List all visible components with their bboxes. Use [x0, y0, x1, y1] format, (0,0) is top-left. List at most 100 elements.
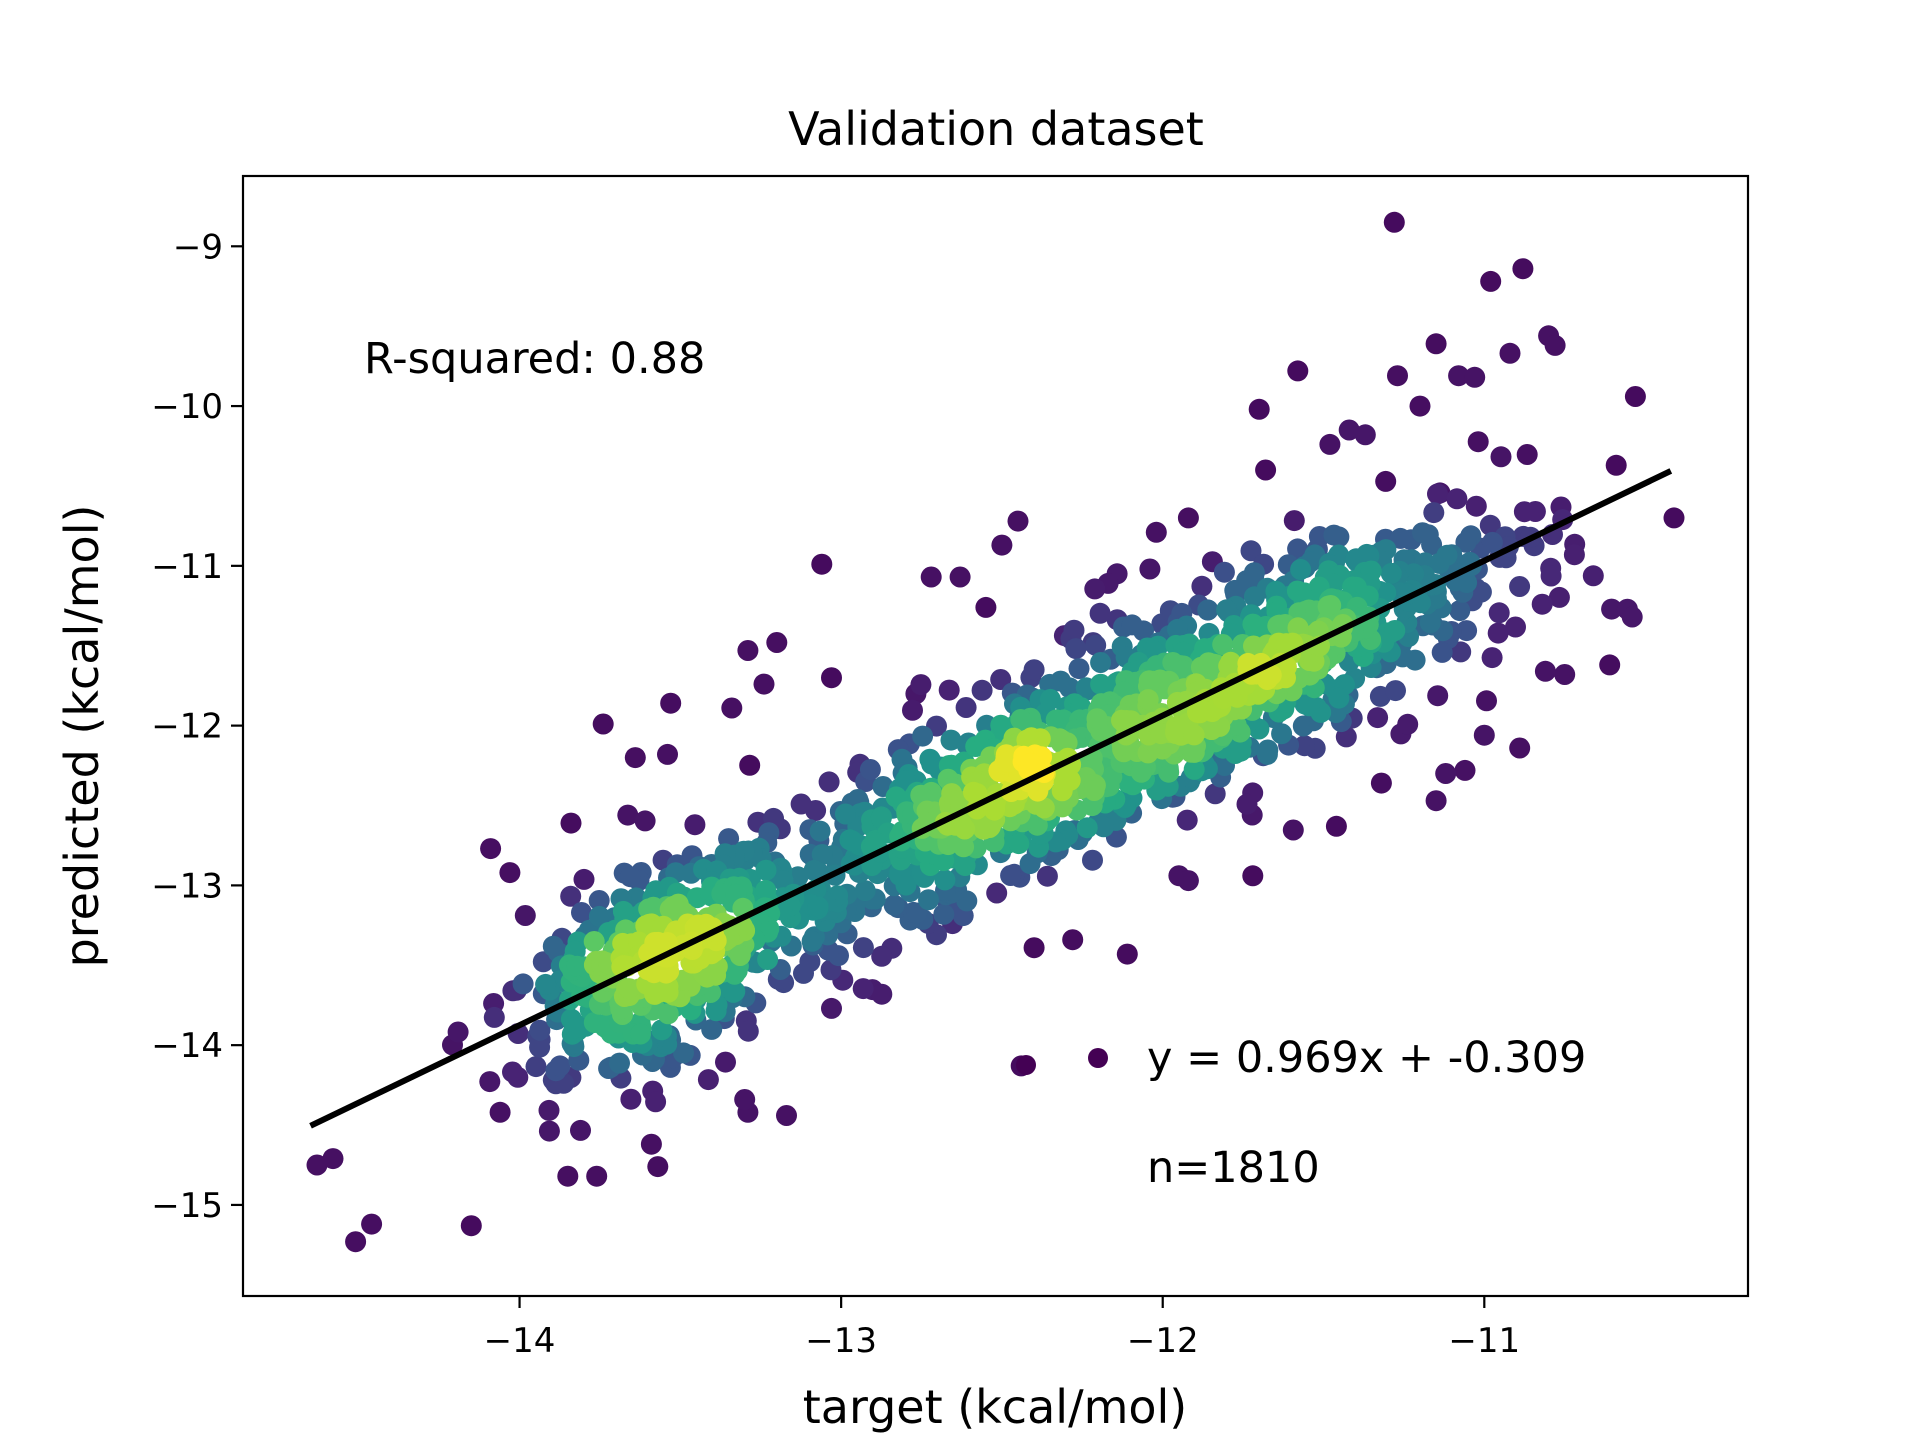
scatter-point [803, 859, 825, 881]
scatter-point [811, 844, 833, 865]
scatter-point [971, 679, 993, 701]
scatter-point [1370, 772, 1392, 794]
scatter-point [1023, 937, 1045, 959]
scatter-point [1093, 816, 1115, 838]
scatter-point [630, 1023, 651, 1045]
scatter-point [1479, 514, 1501, 536]
scatter-point [938, 679, 960, 701]
scatter-point [1328, 687, 1350, 709]
scatter-point [701, 1018, 723, 1040]
scatter-point [647, 1156, 669, 1178]
scatter-point [571, 902, 592, 923]
y-tick-label: −10 [151, 387, 223, 427]
scatter-point [1243, 586, 1265, 608]
scatter-point [1082, 849, 1103, 871]
scatter-point [529, 1036, 551, 1058]
scatter-point [1287, 538, 1309, 560]
scatter-point [852, 978, 874, 1000]
y-tick-label: −14 [151, 1026, 223, 1066]
scatter-point [619, 866, 641, 888]
scatter-point [766, 632, 788, 653]
scatter-point [684, 814, 706, 836]
x-axis-label: target (kcal/mol) [803, 1380, 1188, 1434]
scatter-point [1624, 386, 1646, 407]
scatter-point [737, 640, 759, 661]
scatter-point [1563, 544, 1585, 566]
scatter-point [1063, 619, 1085, 641]
scatter-point [1051, 780, 1073, 802]
points-layer [306, 211, 1685, 1253]
x-tick-label: −11 [1448, 1321, 1520, 1361]
scatter-point [1397, 713, 1419, 735]
scatter-point [1455, 531, 1477, 553]
scatter-point [1049, 728, 1071, 750]
scatter-point [657, 743, 678, 765]
scatter-point [1183, 724, 1205, 746]
legend-marker-1 [1016, 1055, 1036, 1075]
scatter-point [1000, 865, 1022, 886]
scatter-point [1319, 433, 1341, 455]
scatter-point [1544, 334, 1566, 356]
scatter-point [1256, 743, 1278, 765]
scatter-point [1317, 595, 1339, 617]
scatter-point [809, 820, 831, 842]
scatter-point [588, 890, 610, 911]
scatter-point [1010, 709, 1032, 730]
scatter-point [1068, 658, 1090, 680]
scatter-point [1086, 708, 1108, 730]
scatter-point [1204, 783, 1226, 805]
scatter-point [1436, 544, 1458, 566]
y-tick-label: −12 [151, 707, 223, 747]
scatter-point [883, 894, 905, 916]
scatter-point [1130, 761, 1152, 783]
scatter-point [1198, 652, 1219, 674]
scatter-point [871, 945, 893, 967]
scatter-point [852, 937, 874, 959]
scatter-point [673, 1042, 694, 1064]
scatter-point [949, 566, 971, 588]
scatter-point [1383, 211, 1405, 233]
scatter-point [1534, 660, 1556, 682]
scatter-point [660, 692, 682, 714]
scatter-point [834, 803, 856, 825]
scatter-point [1212, 634, 1234, 655]
scatter-point [447, 1021, 469, 1043]
scatter-point [1197, 599, 1219, 621]
scatter-point [1490, 446, 1512, 468]
scatter-point [1390, 527, 1411, 549]
scatter-point [1481, 531, 1503, 553]
scatter-point [588, 905, 610, 927]
scatter-point [1385, 680, 1406, 702]
scatter-point [1409, 395, 1431, 417]
x-tick-label: −12 [1127, 1321, 1199, 1361]
scatter-point [512, 973, 534, 995]
scatter-point [1419, 612, 1441, 634]
scatter-point [1464, 366, 1486, 388]
scatter-point [1524, 501, 1546, 522]
scatter-point [1356, 543, 1378, 565]
scatter-point [1516, 444, 1538, 465]
scatter-point [1425, 333, 1447, 355]
scatter-point [1089, 602, 1111, 624]
scatter-point [1255, 459, 1277, 481]
scatter-point [306, 1154, 328, 1176]
scatter-point [657, 1003, 679, 1025]
scatter-point [1465, 495, 1487, 517]
scatter-point [640, 1133, 662, 1155]
scatter-point [651, 1019, 673, 1041]
scatter-point [583, 931, 605, 952]
x-axis-ticks: −14 −13 −12 −11 [484, 1296, 1520, 1361]
scatter-point [529, 1019, 551, 1041]
scatter-point [821, 997, 842, 1019]
scatter-point [1007, 510, 1029, 532]
scatter-point [921, 753, 943, 775]
y-tick-label: −15 [151, 1186, 223, 1226]
scatter-point [1446, 488, 1468, 510]
scatter-point [560, 812, 582, 834]
scatter-point [1375, 470, 1397, 492]
scatter-point [645, 1091, 667, 1113]
scatter-point [1121, 614, 1143, 636]
scatter-point [609, 1052, 630, 1074]
scatter-point [361, 1213, 383, 1235]
scatter-point [1448, 365, 1470, 387]
